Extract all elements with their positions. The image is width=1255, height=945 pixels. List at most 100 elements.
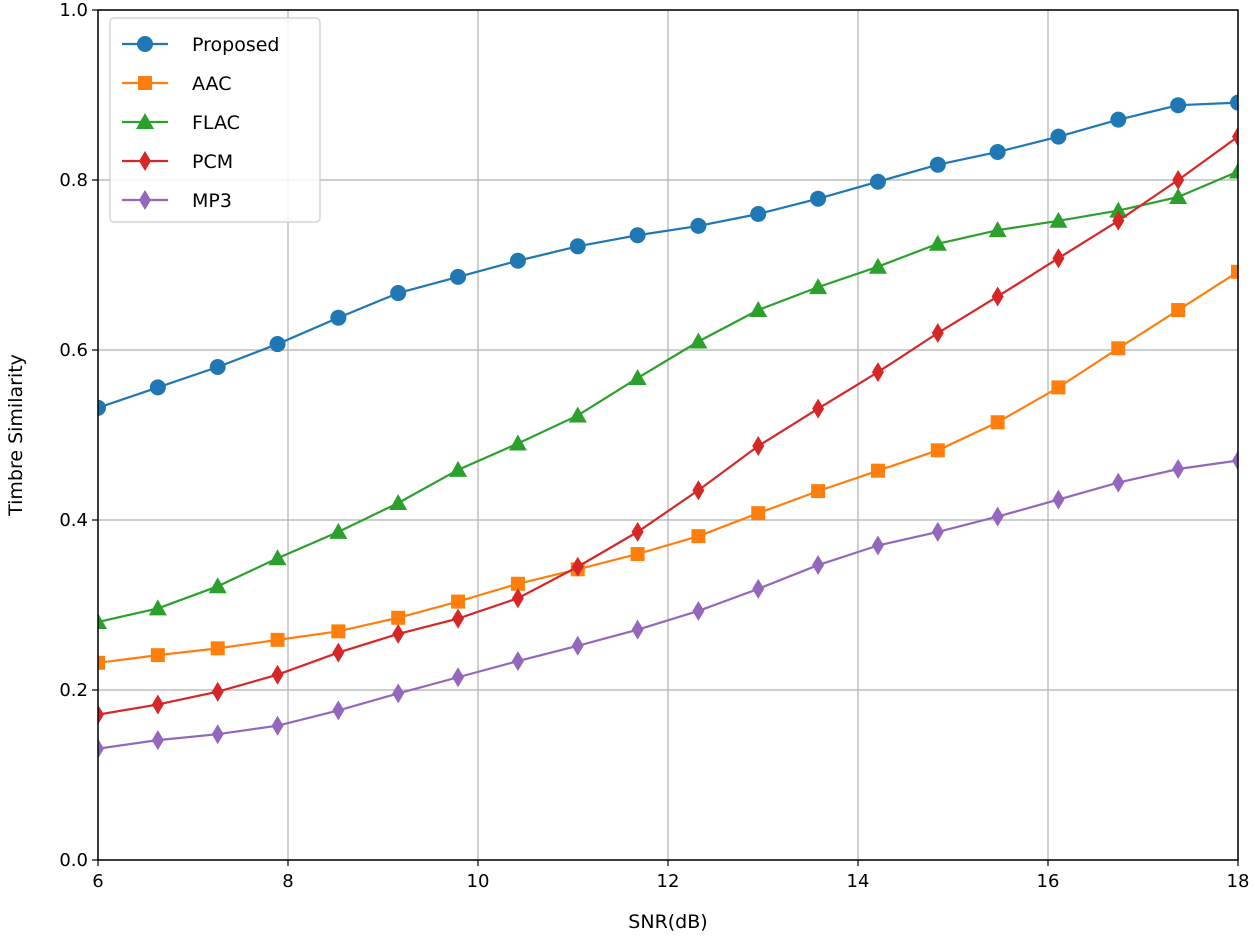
data-point-flac xyxy=(628,369,647,386)
data-point-aac xyxy=(930,443,945,458)
data-point-aac xyxy=(510,576,525,591)
data-point-aac xyxy=(331,624,346,639)
data-point-flac xyxy=(449,460,468,477)
legend-marker xyxy=(139,151,151,171)
data-point-aac xyxy=(270,632,285,647)
data-point-pcm xyxy=(151,694,164,715)
series-pcm xyxy=(98,126,1238,725)
data-point-aac xyxy=(1231,264,1238,279)
legend-marker xyxy=(139,190,151,210)
data-point-pcm xyxy=(752,436,765,457)
y-tick-label: 1.0 xyxy=(59,0,88,21)
x-tick-label: 10 xyxy=(467,871,490,892)
data-point-mp3 xyxy=(211,724,224,745)
x-tick-label: 6 xyxy=(92,871,103,892)
data-point-proposed xyxy=(690,217,707,234)
data-point-aac xyxy=(990,415,1005,430)
data-point-mp3 xyxy=(571,635,584,656)
legend-marker xyxy=(138,76,152,90)
data-point-proposed xyxy=(1170,97,1187,114)
legend: Proposed AAC FLAC PCM MP3 xyxy=(109,17,321,223)
data-point-proposed xyxy=(1050,128,1067,145)
data-point-aac xyxy=(751,506,766,521)
data-point-proposed xyxy=(1230,94,1238,111)
data-point-flac xyxy=(568,406,587,423)
data-point-proposed xyxy=(569,238,586,255)
data-point-flac xyxy=(1109,201,1128,218)
y-tick-label: 0.8 xyxy=(59,170,88,191)
y-tick-label: 0.0 xyxy=(59,850,88,871)
x-tick-label: 18 xyxy=(1227,871,1250,892)
data-point-flac xyxy=(868,257,887,274)
data-point-mp3 xyxy=(1112,472,1125,493)
data-point-mp3 xyxy=(452,667,465,688)
series-line-aac xyxy=(98,270,1238,664)
series-line-pcm xyxy=(98,135,1238,716)
data-point-flac xyxy=(508,434,527,451)
data-point-proposed xyxy=(1110,111,1127,128)
series-flac xyxy=(98,162,1238,629)
legend-label: PCM xyxy=(192,151,233,173)
legend-label: AAC xyxy=(192,73,231,95)
data-point-proposed xyxy=(209,359,226,375)
y-axis-label: Timbre Similarity xyxy=(5,354,27,517)
data-point-mp3 xyxy=(1052,489,1065,510)
data-point-aac xyxy=(98,655,105,670)
ticks: 6 8 10 12 14 16 18 0.0 0.2 0.4 0.6 0.8 1.0 xyxy=(59,0,1249,892)
data-point-pcm xyxy=(1052,248,1065,269)
data-point-mp3 xyxy=(752,578,765,599)
data-point-proposed xyxy=(98,399,106,416)
data-point-pcm xyxy=(452,608,465,629)
data-point-proposed xyxy=(810,190,827,207)
x-tick-label: 8 xyxy=(282,871,293,892)
data-point-pcm xyxy=(332,642,345,663)
data-point-flac xyxy=(749,301,768,318)
series-group xyxy=(98,94,1238,759)
data-point-pcm xyxy=(271,664,284,685)
data-point-pcm xyxy=(631,521,644,542)
data-point-flac xyxy=(988,221,1007,238)
data-point-pcm xyxy=(1232,126,1238,147)
data-point-pcm xyxy=(511,588,524,609)
data-point-mp3 xyxy=(332,700,345,721)
series-mp3 xyxy=(98,450,1238,759)
data-point-mp3 xyxy=(631,619,644,640)
data-point-aac xyxy=(451,594,466,609)
data-point-flac xyxy=(689,332,708,349)
series-line-proposed xyxy=(98,101,1238,409)
legend-marker xyxy=(136,113,154,129)
x-axis-label: SNR(dB) xyxy=(628,911,707,933)
data-point-pcm xyxy=(931,323,944,343)
series-proposed xyxy=(98,94,1238,416)
series-line-mp3 xyxy=(98,459,1238,750)
legend-label: FLAC xyxy=(192,112,240,134)
data-point-mp3 xyxy=(151,730,164,751)
data-point-mp3 xyxy=(871,535,884,556)
data-point-proposed xyxy=(629,227,646,244)
data-point-proposed xyxy=(989,143,1006,160)
series-aac xyxy=(98,264,1238,670)
y-tick-label: 0.2 xyxy=(59,680,88,701)
data-point-flac xyxy=(268,549,287,566)
data-point-mp3 xyxy=(692,600,705,621)
data-point-aac xyxy=(691,529,706,544)
data-point-flac xyxy=(389,494,408,510)
data-point-pcm xyxy=(692,480,705,501)
data-point-flac xyxy=(98,613,107,629)
data-point-mp3 xyxy=(1232,450,1238,471)
data-point-aac xyxy=(1051,380,1066,395)
series-line-flac xyxy=(98,170,1238,624)
legend-box xyxy=(109,17,321,223)
data-point-mp3 xyxy=(812,555,825,576)
data-point-aac xyxy=(150,648,165,663)
data-point-aac xyxy=(391,610,406,625)
data-point-flac xyxy=(809,278,828,295)
data-point-mp3 xyxy=(271,715,284,736)
data-point-mp3 xyxy=(98,738,104,759)
data-point-aac xyxy=(811,484,826,499)
y-tick-label: 0.4 xyxy=(59,510,88,531)
data-point-mp3 xyxy=(991,506,1004,527)
data-point-aac xyxy=(870,463,885,478)
x-tick-label: 12 xyxy=(657,871,680,892)
